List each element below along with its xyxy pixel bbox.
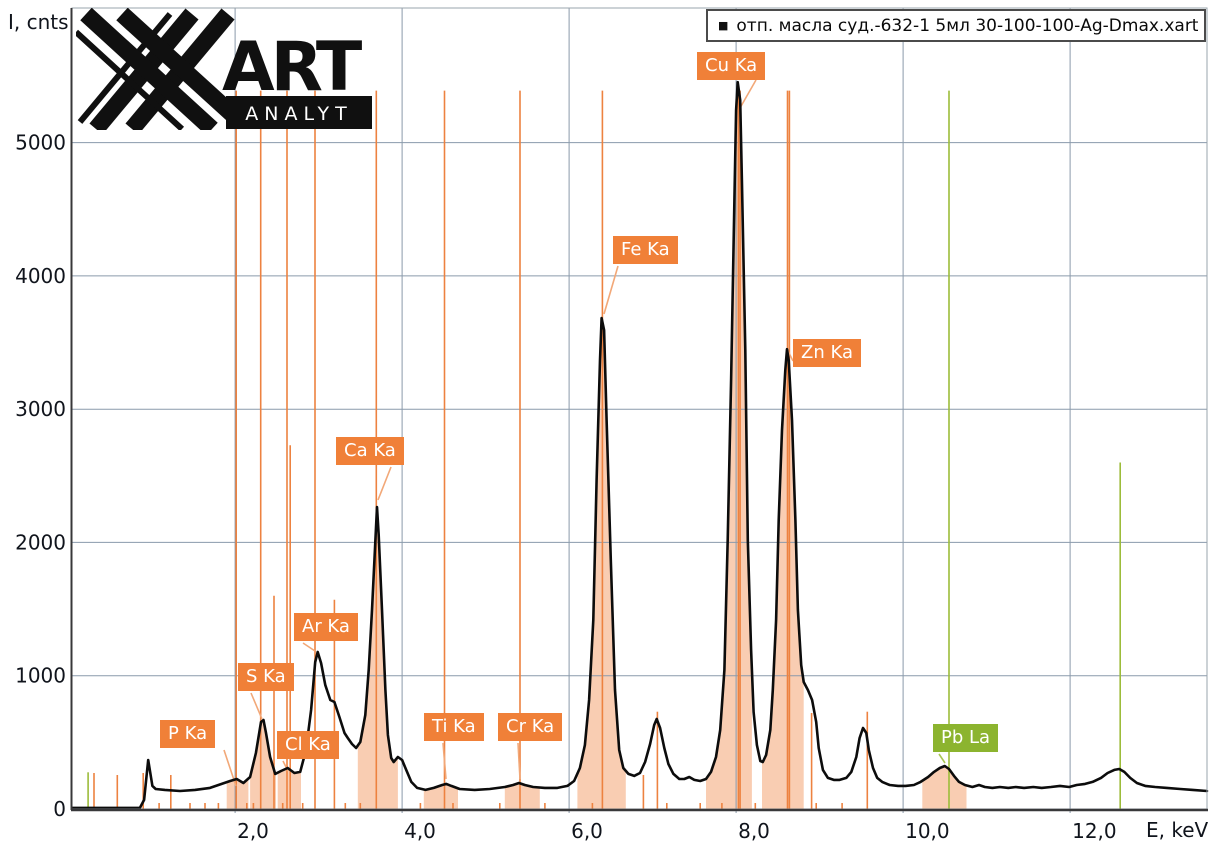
legend[interactable]: ■ отп. масла суд.-632-1 5мл 30-100-100-A… xyxy=(706,9,1206,42)
peak-label-leader xyxy=(517,742,521,780)
y-tick-label: 2000 xyxy=(15,530,66,554)
x-tick-label: 6,0 xyxy=(571,819,603,843)
xart-logo: ART ANALYT xyxy=(73,7,376,136)
peak-label-leader xyxy=(250,692,263,720)
logo-analyt-bar xyxy=(226,96,372,129)
logo-art-text: ART xyxy=(222,28,363,107)
y-tick-label: 4000 xyxy=(15,264,66,288)
logo-analyt-text: ANALYT xyxy=(245,103,352,125)
roi-fill xyxy=(504,783,540,809)
x-tick-label: 2,0 xyxy=(237,819,269,843)
y-tick-label: 3000 xyxy=(15,397,66,421)
x-tick-label: 8,0 xyxy=(738,819,770,843)
peak-label-leader xyxy=(739,79,757,109)
legend-square-marker-icon: ■ xyxy=(718,19,729,32)
y-axis-title: I, cnts xyxy=(8,10,69,34)
roi-fill xyxy=(922,766,967,809)
x-axis-title: E, keV xyxy=(1146,818,1209,842)
roi-fill xyxy=(423,783,458,809)
roi-fill xyxy=(250,720,276,809)
peak-label-leader xyxy=(603,265,619,315)
x-tick-label: 4,0 xyxy=(404,819,436,843)
y-tick-label: 1000 xyxy=(15,664,66,688)
roi-fill xyxy=(226,778,249,809)
legend-series-name: отп. масла суд.-632-1 5мл 30-100-100-Ag-… xyxy=(736,15,1199,36)
x-tick-label: 10,0 xyxy=(905,819,950,843)
peak-label-leader xyxy=(302,642,316,652)
x-tick-label: 12,0 xyxy=(1072,819,1117,843)
y-tick-label: 0 xyxy=(53,797,66,821)
xart-logo-graphic: ART ANALYT xyxy=(73,7,372,136)
y-tick-label: 5000 xyxy=(15,131,66,155)
peak-label-leader xyxy=(938,753,946,764)
peak-label-leader xyxy=(377,466,392,501)
peak-label-leader xyxy=(442,742,447,780)
roi-fill xyxy=(277,768,301,809)
spectrum-curve xyxy=(71,80,1209,810)
roi-fill xyxy=(357,507,398,809)
logo-x-strokes xyxy=(73,7,238,136)
